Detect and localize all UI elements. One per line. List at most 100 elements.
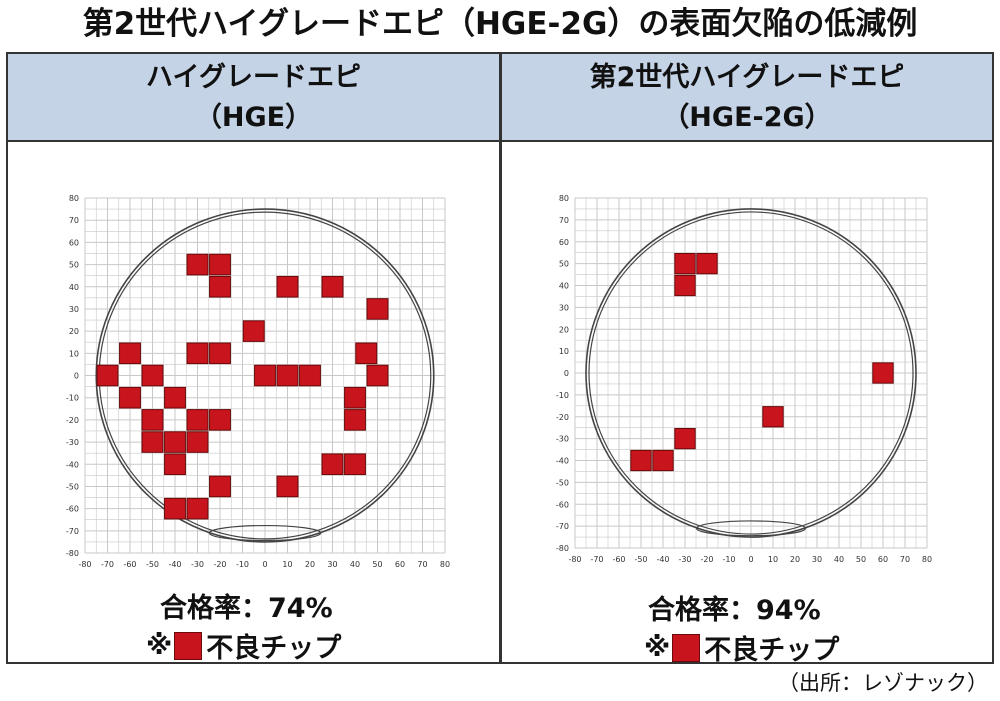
x-tick-label: -40 [168, 560, 181, 569]
panel-title-line2: （HGE-2G） [662, 102, 832, 133]
y-tick-label: 80 [69, 194, 79, 203]
legend-label: 不良チップ [704, 635, 840, 666]
panel-title-line1: ハイグレードエピ [146, 62, 361, 93]
wafer-outline [585, 208, 917, 538]
y-tick-label: 70 [69, 216, 79, 225]
defect-chip [872, 362, 894, 384]
defect-chip [119, 386, 141, 409]
y-tick-label: -40 [556, 457, 569, 466]
defect-chip [630, 449, 652, 472]
y-tick-label: -30 [66, 438, 79, 447]
defect-chip [141, 431, 164, 453]
y-tick-label: 80 [559, 194, 569, 203]
panel-title-line1: 第2世代ハイグレードエピ [589, 62, 905, 93]
defect-swatch-icon [174, 631, 203, 660]
defect-chip [164, 497, 186, 520]
y-tick-label: -10 [556, 391, 569, 400]
wafer-outline [95, 208, 435, 543]
defect-chip [366, 364, 389, 387]
legend-mark: ※ [644, 632, 671, 663]
defect-chip [186, 342, 209, 365]
y-tick-label: 50 [69, 261, 79, 270]
x-tick-label: 40 [834, 555, 844, 564]
x-tick-label: 0 [262, 560, 267, 569]
defect-chip [276, 364, 299, 387]
x-tick-label: -10 [722, 555, 735, 564]
y-tick-label: 70 [559, 216, 569, 225]
defect-chip [674, 274, 696, 297]
wafer-map-hge: 80 70 60 50 40 30 20 10 0 -10 -20 -30 -40 -50 -60 -70 -8… [66, 194, 450, 569]
x-tick-label: -60 [123, 560, 136, 569]
defect-chip [344, 453, 366, 476]
panel-header-hge: ハイグレードエピ （HGE） [8, 54, 499, 142]
y-tick-label: 60 [69, 238, 79, 247]
x-tick-label: 80 [922, 555, 932, 564]
x-tick-label: 30 [327, 560, 337, 569]
y-tick-label: 30 [69, 305, 79, 314]
y-tick-label: 40 [69, 283, 79, 292]
legend-mark: ※ [146, 630, 173, 661]
defect-chip [119, 342, 141, 365]
defect-chip [276, 275, 299, 298]
y-tick-label: 60 [559, 238, 569, 247]
x-tick-label: -80 [78, 560, 91, 569]
y-tick-label: -70 [556, 522, 569, 531]
x-tick-label: -80 [568, 555, 581, 564]
x-tick-label: 70 [417, 560, 427, 569]
y-tick-label: -50 [556, 478, 569, 487]
x-tick-label: -30 [191, 560, 204, 569]
defect-chip [209, 475, 231, 498]
x-tick-label: 20 [305, 560, 315, 569]
legend-hge: ※ 不良チップ [146, 626, 341, 665]
x-tick-label: 20 [790, 555, 800, 564]
y-tick-label: -20 [556, 413, 569, 422]
x-tick-label: -20 [700, 555, 713, 564]
x-tick-label: -70 [590, 555, 603, 564]
defect-chip [762, 406, 784, 428]
x-tick-label: 10 [768, 555, 778, 564]
figure-title: 第2世代ハイグレードエピ（HGE-2G）の表面欠陥の低減例 [82, 6, 918, 42]
x-tick-label: 50 [856, 555, 866, 564]
y-tick-label: -70 [66, 527, 79, 536]
y-tick-label: -40 [66, 460, 79, 469]
y-tick-label: 10 [559, 347, 569, 356]
defect-chip [164, 453, 186, 476]
y-tick-label: -20 [66, 416, 79, 425]
yield-rate-hge2g: 合格率：94% [648, 595, 821, 626]
x-tick-label: 80 [440, 560, 450, 569]
defect-chip [141, 364, 164, 387]
panel-divider [499, 52, 502, 664]
panel-title-line2: （HGE） [194, 102, 313, 133]
legend-hge2g: ※ 不良チップ [644, 628, 839, 667]
x-tick-label: -10 [236, 560, 249, 569]
panel-header-hge2g: 第2世代ハイグレードエピ （HGE-2G） [502, 54, 992, 142]
y-tick-label: -80 [66, 549, 79, 558]
x-tick-label: -20 [213, 560, 226, 569]
wafer-inner-outline [588, 211, 914, 535]
defect-chip [186, 409, 209, 431]
x-tick-label: 0 [748, 555, 753, 564]
y-tick-label: 0 [74, 372, 79, 381]
x-tick-label: 50 [372, 560, 382, 569]
x-tick-label: -30 [678, 555, 691, 564]
defect-chip [242, 320, 265, 342]
defect-chip [366, 298, 389, 320]
defect-chip [209, 342, 231, 365]
wafer-notch [695, 520, 807, 537]
y-tick-label: 0 [564, 369, 569, 378]
defect-chip [299, 364, 321, 387]
y-tick-label: 40 [559, 282, 569, 291]
y-tick-label: -30 [556, 435, 569, 444]
x-tick-label: -40 [656, 555, 669, 564]
defect-chip [652, 449, 674, 472]
x-tick-label: -50 [146, 560, 159, 569]
defect-chip [209, 275, 231, 298]
y-tick-label: -80 [556, 544, 569, 553]
x-tick-label: 70 [900, 555, 910, 564]
x-tick-label: -50 [634, 555, 647, 564]
defect-swatch-icon [672, 633, 701, 662]
y-tick-label: 20 [559, 325, 569, 334]
y-tick-label: -10 [66, 394, 79, 403]
defect-chip [186, 431, 209, 453]
x-tick-label: 30 [812, 555, 822, 564]
